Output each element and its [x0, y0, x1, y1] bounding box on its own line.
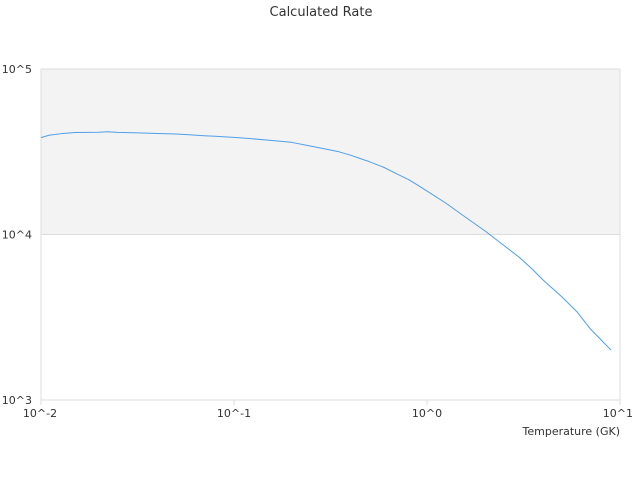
series-layer: [40, 131, 612, 351]
y-tick-label-0: 10^3: [2, 394, 32, 407]
x-axis-ticks: 10^-2 10^-1 10^0 10^1: [23, 400, 633, 420]
y-tick-label-1: 10^4: [2, 229, 32, 242]
plot-bands: [41, 69, 620, 400]
series-line-0: [40, 131, 612, 351]
x-tick-label-3: 10^1: [603, 407, 633, 420]
x-axis-label: Temperature (GK): [522, 425, 621, 438]
y-axis-ticks: 10^3 10^4 10^5: [2, 63, 620, 407]
chart-title: Calculated Rate: [270, 5, 373, 20]
y-tick-label-2: 10^5: [2, 63, 32, 76]
x-tick-label-1: 10^-1: [217, 407, 251, 420]
x-tick-label-2: 10^0: [412, 407, 442, 420]
plot-band-1: [41, 234, 620, 400]
x-tick-label-0: 10^-2: [23, 407, 57, 420]
plot-axes: [40, 68, 621, 401]
plot-band-0: [41, 69, 620, 235]
